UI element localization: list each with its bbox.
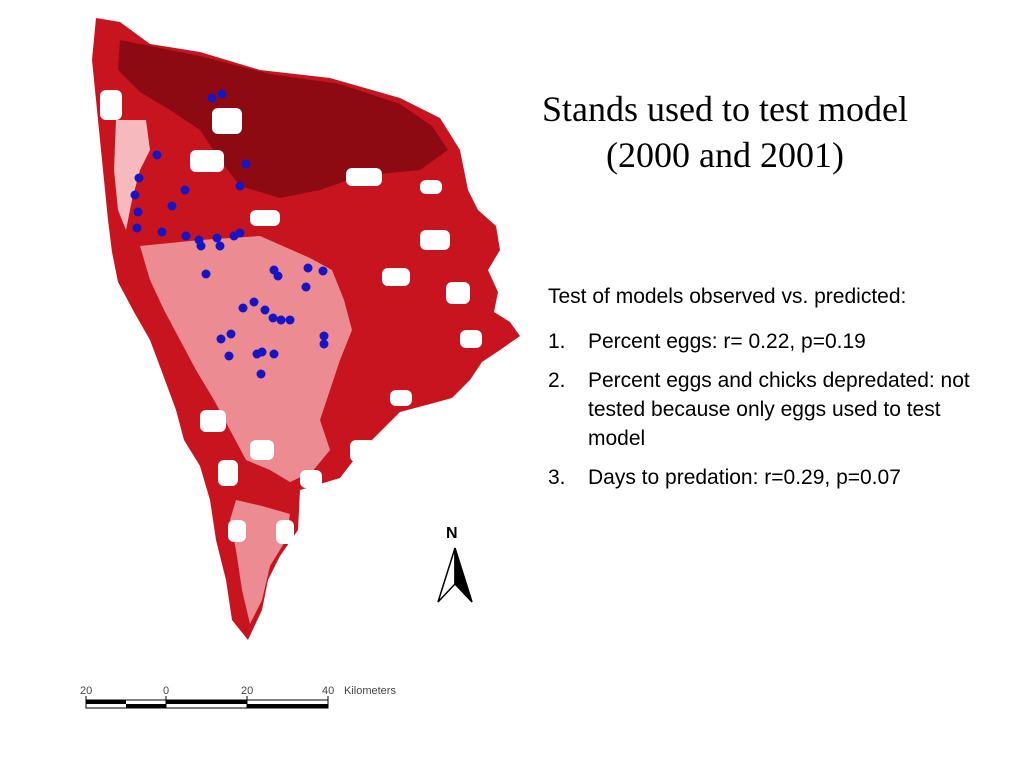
- stand-dot: [319, 331, 329, 341]
- white-gap-patch: [250, 210, 280, 226]
- north-arrow-label: N: [446, 525, 458, 542]
- stand-locations: [130, 89, 329, 379]
- stand-dot: [207, 93, 217, 103]
- stand-dot: [226, 329, 236, 339]
- white-gap-patch: [190, 150, 224, 172]
- white-gap-patch: [300, 470, 322, 488]
- white-gap-patch: [100, 90, 122, 120]
- stand-dot: [318, 266, 328, 276]
- stand-dot: [217, 89, 227, 99]
- finding-item: 1. Percent eggs: r= 0.22, p=0.19: [548, 327, 1008, 356]
- stand-dot: [238, 303, 248, 313]
- white-gap-patch: [420, 230, 450, 250]
- pink-region: [140, 236, 352, 482]
- stand-dot: [256, 369, 266, 379]
- scale-unit-label: Kilometers: [344, 685, 396, 697]
- white-gap-patch: [350, 440, 376, 462]
- stand-dot: [276, 315, 286, 325]
- stand-dot: [268, 313, 278, 323]
- stand-dot: [269, 349, 279, 359]
- white-gap-patch: [212, 108, 242, 134]
- stand-dot: [201, 269, 211, 279]
- scale-tick-label: 40: [322, 685, 334, 697]
- stand-dot: [319, 339, 329, 349]
- finding-number: 1.: [548, 330, 566, 353]
- white-gap-patch: [276, 520, 294, 544]
- stand-dot: [235, 228, 245, 238]
- stand-dot: [235, 181, 245, 191]
- stand-dot: [180, 185, 190, 195]
- stand-dot: [303, 263, 313, 273]
- north-arrow-icon: N: [437, 525, 473, 603]
- stand-dot: [241, 159, 251, 169]
- white-gap-patch: [346, 168, 382, 186]
- stand-dot: [260, 305, 270, 315]
- finding-item: 3. Days to predation: r=0.29, p=0.07: [548, 463, 1008, 492]
- stand-dot: [257, 347, 267, 357]
- stand-dot: [134, 173, 144, 183]
- findings-panel: Test of models observed vs. predicted: 1…: [548, 282, 1008, 502]
- stand-dot: [224, 351, 234, 361]
- dark-red-region: [118, 40, 448, 198]
- stand-dot: [215, 241, 225, 251]
- stand-dot: [181, 231, 191, 241]
- stand-dot: [196, 241, 206, 251]
- finding-number: 3.: [548, 466, 566, 489]
- title-line-1: Stands used to test model: [542, 89, 908, 129]
- pink-region-west: [114, 120, 150, 230]
- white-gap-areas: [100, 90, 482, 544]
- white-gap-patch: [250, 440, 274, 460]
- scale-tick-label: 0: [163, 685, 169, 697]
- stand-dot: [132, 223, 142, 233]
- stand-dot: [130, 190, 140, 200]
- finding-text: Percent eggs: r= 0.22, p=0.19: [588, 330, 866, 353]
- stand-dot: [152, 150, 162, 160]
- stand-dot: [212, 233, 222, 243]
- slide-title: Stands used to test model (2000 and 2001…: [480, 86, 970, 178]
- stand-dot: [167, 201, 177, 211]
- finding-item: 2. Percent eggs and chicks depredated: n…: [548, 366, 1008, 453]
- finding-text: Percent eggs and chicks depredated: not …: [588, 369, 970, 450]
- white-gap-patch: [382, 268, 410, 286]
- stand-dot: [249, 297, 259, 307]
- finding-number: 2.: [548, 369, 566, 392]
- white-gap-patch: [420, 180, 442, 194]
- stand-dot: [157, 227, 167, 237]
- scale-tick-label: 20: [241, 685, 253, 697]
- finding-text: Days to predation: r=0.29, p=0.07: [588, 466, 901, 489]
- white-gap-patch: [218, 460, 238, 486]
- scale-tick-label: 20: [80, 685, 92, 697]
- findings-heading: Test of models observed vs. predicted:: [548, 285, 907, 308]
- stand-dot: [285, 315, 295, 325]
- stand-dot: [301, 282, 311, 292]
- white-gap-patch: [390, 390, 412, 406]
- white-gap-patch: [446, 282, 470, 304]
- stand-dot: [273, 271, 283, 281]
- scale-bar: 20 0 20 40 Kilometers: [80, 685, 396, 709]
- stand-dot: [216, 334, 226, 344]
- white-gap-patch: [460, 330, 482, 348]
- white-gap-patch: [228, 520, 246, 542]
- white-gap-patch: [200, 410, 226, 432]
- stand-dot: [133, 207, 143, 217]
- title-line-2: (2000 and 2001): [606, 135, 844, 175]
